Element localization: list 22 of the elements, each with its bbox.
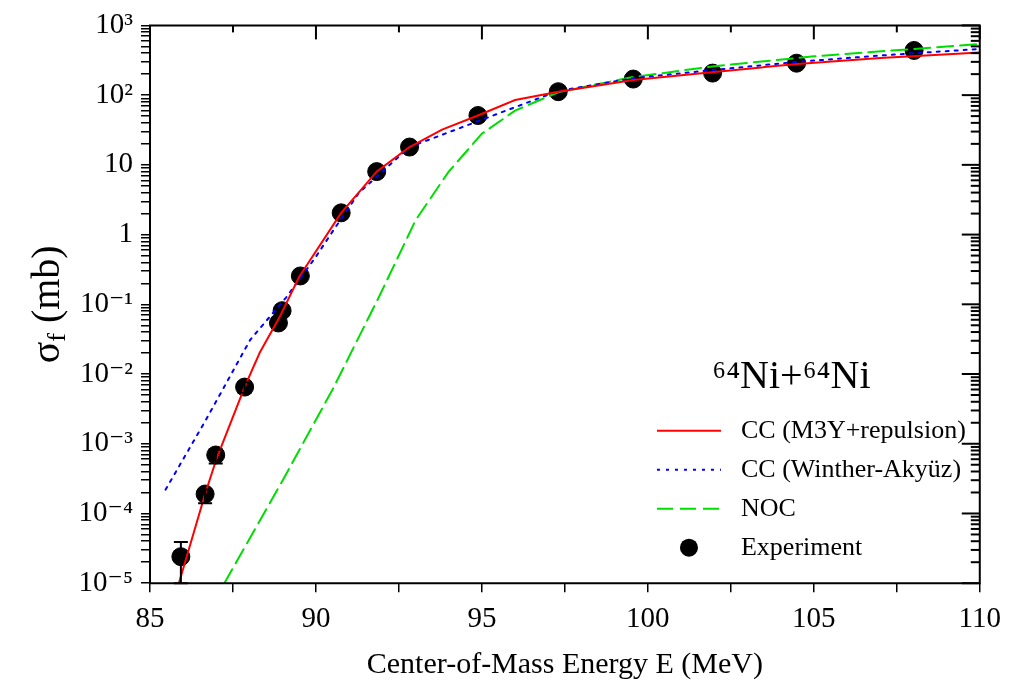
y-tick-label: 10² xyxy=(95,76,134,109)
y-tick-label: 10⁻¹ xyxy=(79,285,133,318)
y-tick-label: 10⁻³ xyxy=(79,425,134,458)
x-tick-label: 85 xyxy=(135,601,165,634)
x-tick-label: 95 xyxy=(467,601,497,634)
y-tick-label: 10⁻² xyxy=(79,355,134,388)
legend-label: CC (Winther-Akyüz) xyxy=(740,453,962,483)
legend-label: NOC xyxy=(740,492,796,522)
x-tick-label: 90 xyxy=(301,601,331,634)
legend-title: ⁶⁴Ni+⁶⁴Ni xyxy=(712,351,871,397)
y-tick-label: 1 xyxy=(118,216,133,249)
y-tick-label: 10⁻⁴ xyxy=(78,495,133,528)
legend-label: CC (M3Y+repulsion) xyxy=(740,414,966,444)
x-tick-label: 105 xyxy=(792,601,836,634)
y-axis-title: σf (mb) xyxy=(22,245,71,364)
x-tick-label: 100 xyxy=(626,601,670,634)
legend-label: Experiment xyxy=(740,531,864,561)
x-axis-title: Center-of-Mass Energy E (MeV) xyxy=(366,645,764,680)
y-tick-label: 10⁻⁵ xyxy=(78,564,133,597)
x-tick-label: 110 xyxy=(958,601,1002,634)
y-tick-label: 10 xyxy=(104,146,133,179)
y-tick-label: 10³ xyxy=(95,7,134,40)
